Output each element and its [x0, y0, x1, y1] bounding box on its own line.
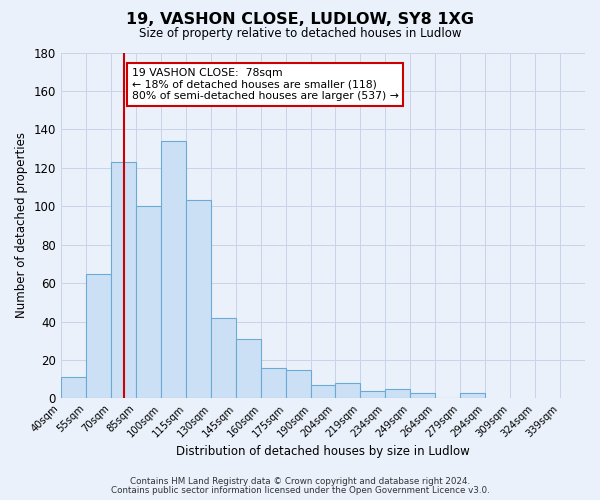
Bar: [236, 339, 261, 398]
Bar: [111, 162, 136, 398]
Bar: [311, 385, 335, 398]
Text: Size of property relative to detached houses in Ludlow: Size of property relative to detached ho…: [139, 28, 461, 40]
Bar: [211, 318, 236, 398]
Text: Contains public sector information licensed under the Open Government Licence v3: Contains public sector information licen…: [110, 486, 490, 495]
Bar: [136, 206, 161, 398]
Bar: [161, 141, 186, 399]
Y-axis label: Number of detached properties: Number of detached properties: [15, 132, 28, 318]
Bar: [186, 200, 211, 398]
Bar: [359, 391, 385, 398]
Text: 19 VASHON CLOSE:  78sqm
← 18% of detached houses are smaller (118)
80% of semi-d: 19 VASHON CLOSE: 78sqm ← 18% of detached…: [131, 68, 398, 102]
X-axis label: Distribution of detached houses by size in Ludlow: Distribution of detached houses by size …: [176, 444, 470, 458]
Bar: [86, 274, 111, 398]
Text: Contains HM Land Registry data © Crown copyright and database right 2024.: Contains HM Land Registry data © Crown c…: [130, 477, 470, 486]
Bar: [385, 389, 410, 398]
Bar: [460, 392, 485, 398]
Bar: [261, 368, 286, 398]
Bar: [335, 383, 359, 398]
Bar: [61, 378, 86, 398]
Text: 19, VASHON CLOSE, LUDLOW, SY8 1XG: 19, VASHON CLOSE, LUDLOW, SY8 1XG: [126, 12, 474, 28]
Bar: [286, 370, 311, 398]
Bar: [410, 392, 435, 398]
